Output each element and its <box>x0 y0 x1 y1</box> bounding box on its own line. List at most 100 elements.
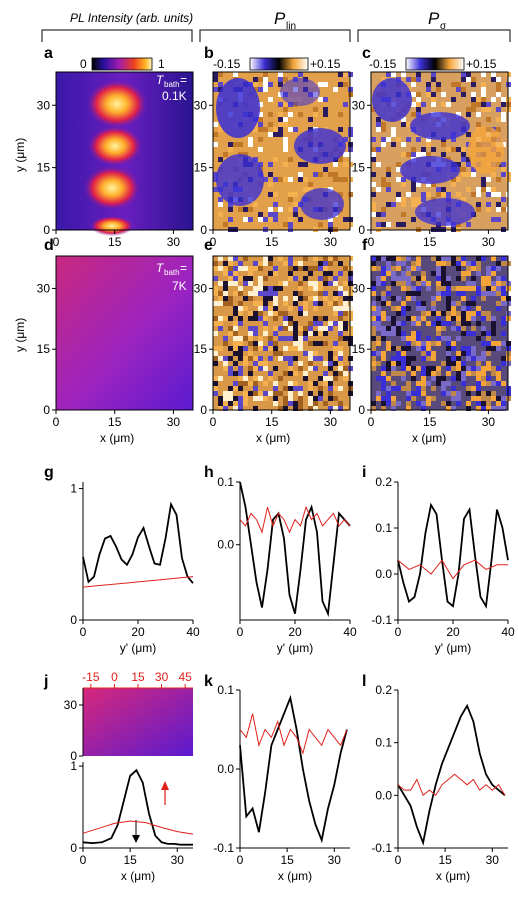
x-tick-label: 20 <box>288 625 302 639</box>
noise-pixel <box>376 117 381 122</box>
noise-pixel <box>416 381 421 386</box>
noise-pixel <box>411 92 416 97</box>
noise-pixel <box>441 266 446 271</box>
noise-pixel <box>471 92 476 97</box>
noise-pixel <box>426 286 431 291</box>
noise-pixel <box>228 256 233 261</box>
noise-pixel <box>313 331 318 336</box>
noise-pixel <box>371 326 376 331</box>
x-tick-label: 0 <box>237 853 244 867</box>
noise-pixel <box>213 321 218 326</box>
noise-pixel <box>461 256 466 261</box>
noise-pixel <box>371 336 376 341</box>
noise-pixel <box>486 281 491 286</box>
noise-pixel <box>283 326 288 331</box>
noise-pixel <box>243 396 248 401</box>
noise-pixel <box>436 336 441 341</box>
x-tick-label: 15 <box>108 235 122 249</box>
noise-pixel <box>333 306 338 311</box>
y-tick-label: 0.2 <box>375 475 392 489</box>
noise-pixel <box>486 276 491 281</box>
noise-pixel <box>371 401 376 406</box>
noise-pixel <box>476 396 481 401</box>
noise-pixel <box>466 331 471 336</box>
noise-pixel <box>371 301 376 306</box>
noise-pixel <box>268 192 273 197</box>
noise-pixel <box>496 261 501 266</box>
noise-pixel <box>258 261 263 266</box>
panel-label-a: a <box>44 45 53 62</box>
pl-blob <box>84 166 140 210</box>
noise-pixel <box>456 391 461 396</box>
noise-pixel <box>501 261 506 266</box>
noise-pixel <box>426 92 431 97</box>
noise-pixel <box>436 326 441 331</box>
noise-pixel <box>318 291 323 296</box>
noise-pixel <box>273 366 278 371</box>
noise-pixel <box>446 102 451 107</box>
map-frame <box>212 71 351 231</box>
noise-pixel <box>343 217 348 222</box>
noise-pixel <box>318 376 323 381</box>
noise-pixel <box>371 147 376 152</box>
noise-pixel <box>283 162 288 167</box>
noise-pixel <box>248 207 253 212</box>
noise-pixel <box>381 77 386 82</box>
noise-pixel <box>238 366 243 371</box>
noise-pixel <box>491 217 496 222</box>
y-tick-label: 15 <box>352 342 366 356</box>
panel-a <box>56 72 193 236</box>
noise-pixel <box>338 331 343 336</box>
noise-pixel <box>371 212 376 217</box>
j-top-tick-label: 15 <box>131 670 145 684</box>
noise-pixel <box>411 356 416 361</box>
noise-pixel <box>406 356 411 361</box>
noise-pixel <box>248 336 253 341</box>
noise-pixel <box>343 291 348 296</box>
noise-pixel <box>228 276 233 281</box>
noise-pixel <box>258 281 263 286</box>
noise-pixel <box>268 311 273 316</box>
noise-pixel <box>396 401 401 406</box>
noise-pixel <box>396 197 401 202</box>
noise-pixel <box>338 316 343 321</box>
noise-pixel <box>288 127 293 132</box>
noise-pixel <box>293 326 298 331</box>
noise-pixel <box>476 122 481 127</box>
noise-pixel <box>238 311 243 316</box>
noise-pixel <box>323 376 328 381</box>
noise-pixel <box>471 286 476 291</box>
noise-pixel <box>381 177 386 182</box>
noise-pixel <box>431 321 436 326</box>
noise-pixel <box>253 341 258 346</box>
noise-pixel <box>376 316 381 321</box>
noise-pixel <box>233 331 238 336</box>
noise-pixel <box>243 207 248 212</box>
noise-pixel <box>243 306 248 311</box>
noise-pixel <box>461 157 466 162</box>
noise-pixel <box>401 177 406 182</box>
noise-pixel <box>263 276 268 281</box>
noise-pixel <box>293 371 298 376</box>
x-tick-label: 40 <box>186 625 200 639</box>
header-psigma-main: P <box>428 9 440 28</box>
noise-pixel <box>486 291 491 296</box>
noise-pixel <box>396 311 401 316</box>
noise-pixel <box>328 381 333 386</box>
noise-pixel <box>396 356 401 361</box>
noise-pixel <box>471 366 476 371</box>
noise-pixel <box>376 296 381 301</box>
noise-pixel <box>233 351 238 356</box>
noise-pixel <box>223 261 228 266</box>
noise-pixel <box>466 316 471 321</box>
noise-pixel <box>456 82 461 87</box>
noise-pixel <box>481 187 486 192</box>
noise-pixel <box>486 331 491 336</box>
noise-pixel <box>258 341 263 346</box>
x-tick-label: 15 <box>280 853 294 867</box>
noise-pixel <box>288 396 293 401</box>
noise-pixel <box>416 72 421 77</box>
noise-pixel <box>391 331 396 336</box>
noise-pixel <box>248 316 253 321</box>
noise-pixel <box>328 366 333 371</box>
